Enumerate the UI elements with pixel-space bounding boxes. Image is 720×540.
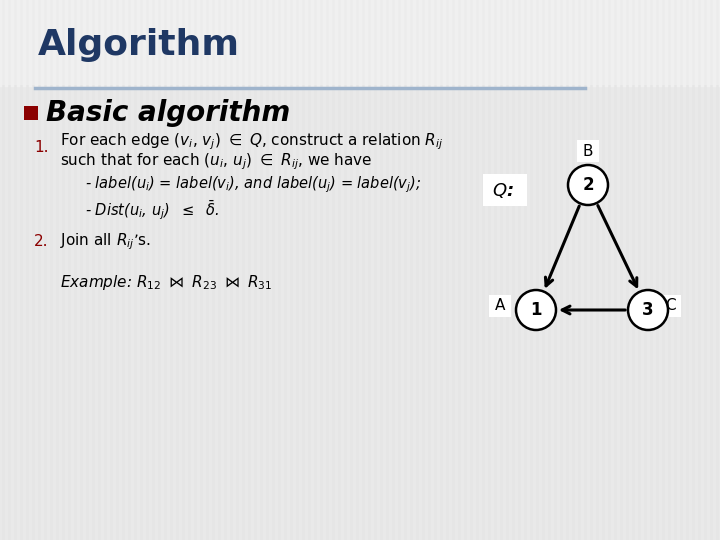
FancyBboxPatch shape [659, 295, 681, 317]
Circle shape [628, 290, 668, 330]
Circle shape [568, 165, 608, 205]
FancyBboxPatch shape [483, 174, 527, 206]
Text: A: A [495, 299, 505, 314]
Text: 2.: 2. [34, 234, 48, 249]
Text: - $Dist$($u_i$, $u_j$)  $\leq$  $\bar{\delta}$.: - $Dist$($u_i$, $u_j$) $\leq$ $\bar{\del… [85, 198, 220, 222]
FancyBboxPatch shape [24, 106, 38, 120]
FancyBboxPatch shape [577, 140, 599, 162]
Text: Join all $R_{ij}$’s.: Join all $R_{ij}$’s. [60, 232, 151, 252]
Text: 3: 3 [642, 301, 654, 319]
FancyBboxPatch shape [489, 295, 511, 317]
Text: Example: $R_{12}$ $\bowtie$ $R_{23}$ $\bowtie$ $R_{31}$: Example: $R_{12}$ $\bowtie$ $R_{23}$ $\b… [60, 273, 272, 292]
FancyBboxPatch shape [0, 0, 720, 85]
Text: such that for each ($u_i$, $u_j$) $\in$ $R_{ij}$, we have: such that for each ($u_i$, $u_j$) $\in$ … [60, 152, 372, 172]
Circle shape [516, 290, 556, 330]
Text: For each edge ($v_i$, $v_j$) $\in$ $Q$, construct a relation $R_{ij}$: For each edge ($v_i$, $v_j$) $\in$ $Q$, … [60, 132, 444, 152]
Text: B: B [582, 144, 593, 159]
Text: 1: 1 [530, 301, 541, 319]
Text: $Q$:: $Q$: [492, 180, 514, 199]
Text: Algorithm: Algorithm [38, 28, 240, 62]
Text: C: C [665, 299, 675, 314]
Text: 2: 2 [582, 176, 594, 194]
Text: 1.: 1. [34, 139, 48, 154]
Text: - $label$($u_i$) = $label$($v_i$), and $label$($u_j$) = $label$($v_j$);: - $label$($u_i$) = $label$($v_i$), and $… [85, 175, 421, 195]
Text: Basic algorithm: Basic algorithm [46, 99, 290, 127]
